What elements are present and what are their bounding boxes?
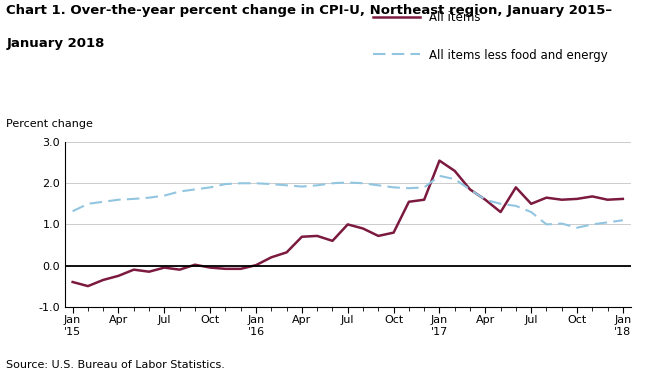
All items [84, 284, 92, 288]
All items less food and energy [252, 181, 260, 186]
All items [497, 210, 504, 214]
Text: Source: U.S. Bureau of Labor Statistics.: Source: U.S. Bureau of Labor Statistics. [6, 360, 226, 370]
Line: All items: All items [73, 161, 623, 286]
All items less food and energy [206, 185, 214, 190]
All items less food and energy [374, 183, 382, 188]
All items [482, 197, 489, 202]
All items less food and energy [497, 202, 504, 206]
All items less food and energy [161, 193, 168, 198]
All items less food and energy [267, 182, 275, 186]
All items [206, 266, 214, 270]
Text: Chart 1. Over-the-year percent change in CPI-U, Northeast region, January 2015–: Chart 1. Over-the-year percent change in… [6, 4, 612, 17]
All items [390, 230, 398, 235]
All items [588, 194, 596, 199]
All items less food and energy [99, 200, 107, 204]
All items [176, 267, 183, 272]
All items less food and energy [145, 195, 153, 200]
All items less food and energy [451, 177, 459, 181]
All items [374, 234, 382, 238]
All items [328, 239, 336, 243]
All items [466, 187, 474, 191]
All items [344, 222, 352, 227]
All items less food and energy [421, 185, 428, 190]
All items [161, 266, 168, 270]
All items [451, 169, 459, 173]
All items [527, 202, 535, 206]
All items [573, 197, 581, 201]
All items less food and energy [176, 189, 183, 194]
All items [619, 197, 627, 201]
All items [512, 185, 520, 190]
All items [543, 195, 551, 200]
All items [130, 267, 138, 272]
All items less food and energy [298, 184, 305, 189]
All items [604, 197, 612, 202]
All items less food and energy [543, 222, 551, 227]
Line: All items less food and energy: All items less food and energy [73, 176, 623, 228]
All items less food and energy [130, 197, 138, 201]
All items [405, 200, 413, 204]
All items less food and energy [405, 186, 413, 190]
All items less food and energy [466, 187, 474, 191]
All items [359, 226, 367, 231]
All items less food and energy [604, 220, 612, 224]
All items less food and energy [390, 185, 398, 190]
All items [99, 278, 107, 282]
All items less food and energy [588, 222, 596, 227]
All items less food and energy [222, 182, 229, 186]
All items less food and energy [344, 180, 352, 185]
All items less food and energy [527, 210, 535, 214]
All items less food and energy [237, 181, 244, 186]
All items less food and energy [359, 181, 367, 186]
All items [421, 197, 428, 202]
All items [191, 263, 199, 267]
All items [69, 280, 77, 284]
All items less food and energy [573, 226, 581, 230]
All items [237, 267, 244, 271]
All items less food and energy [191, 187, 199, 191]
All items [267, 255, 275, 260]
All items less food and energy [84, 202, 92, 206]
All items [313, 234, 321, 238]
All items less food and energy [283, 183, 291, 188]
All items [283, 250, 291, 255]
All items [222, 267, 229, 271]
All items less food and energy [328, 181, 336, 186]
Text: All items less food and energy: All items less food and energy [429, 49, 608, 62]
All items [114, 274, 122, 278]
All items less food and energy [313, 183, 321, 188]
All items [558, 197, 566, 202]
All items less food and energy [482, 197, 489, 202]
All items less food and energy [558, 221, 566, 226]
All items [298, 234, 305, 239]
All items less food and energy [69, 209, 77, 214]
Text: All items: All items [429, 11, 480, 24]
All items less food and energy [114, 197, 122, 202]
All items [436, 159, 443, 163]
All items less food and energy [619, 218, 627, 223]
All items [252, 263, 260, 267]
All items less food and energy [512, 203, 520, 208]
Text: January 2018: January 2018 [6, 37, 105, 50]
All items less food and energy [436, 174, 443, 178]
All items [145, 269, 153, 274]
Text: Percent change: Percent change [6, 119, 94, 129]
